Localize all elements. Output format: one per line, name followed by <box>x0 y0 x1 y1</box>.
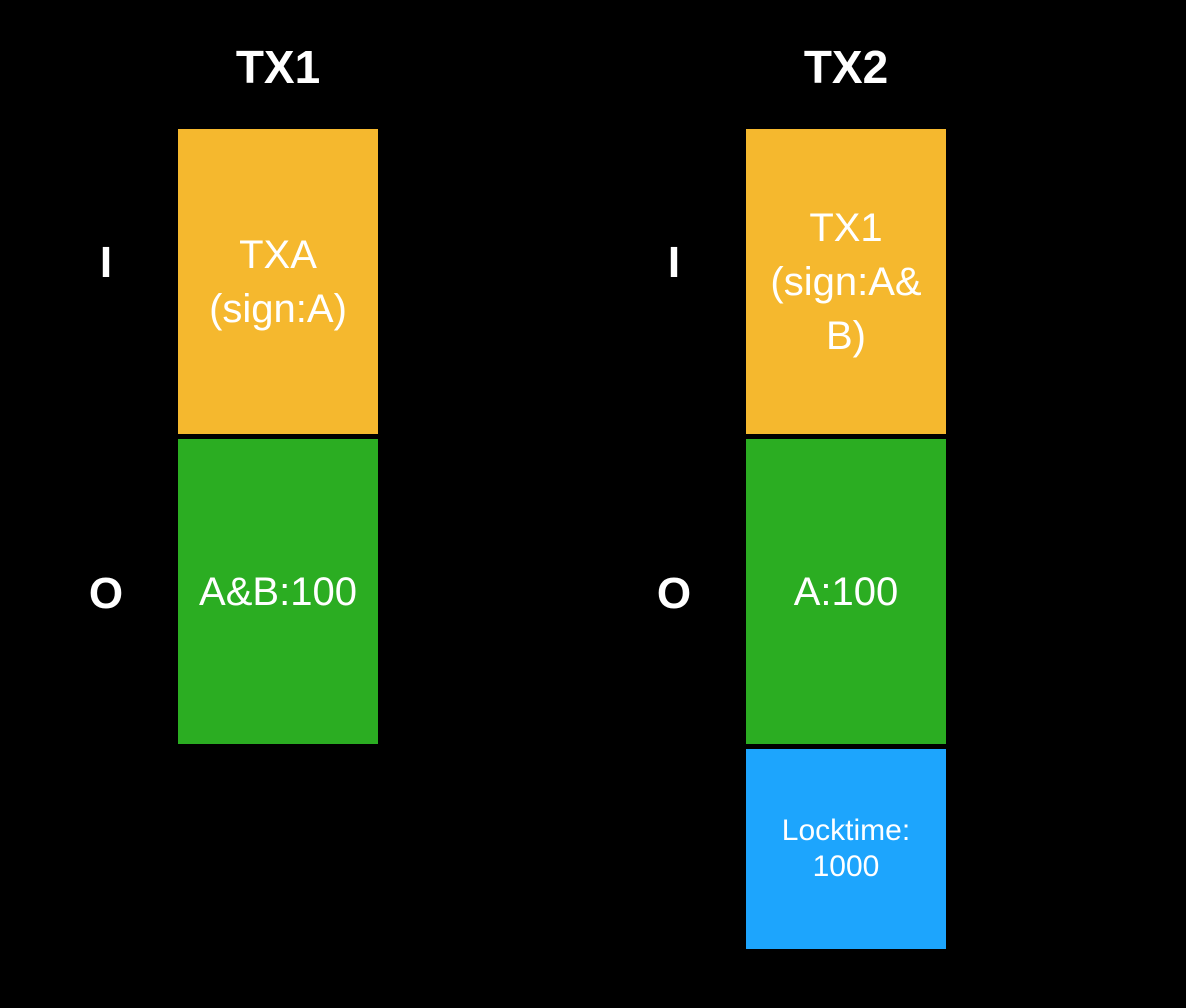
tx2-input-row-label: I <box>667 238 681 287</box>
tx2-input-box: TX1 (sign:A& B) <box>746 129 946 434</box>
tx1-title: TX1 <box>235 41 321 93</box>
tx1-input-row-label: I <box>99 238 113 287</box>
tx2-locktime-box: Locktime: 1000 <box>746 749 946 949</box>
tx2-output-row-label: O <box>656 569 692 618</box>
tx2-output-text: A:100 <box>793 569 899 614</box>
tx1-output-row-label: O <box>88 569 124 618</box>
tx2-locktime-text: Locktime: 1000 <box>781 814 911 883</box>
tx1-output-box: A&B:100 <box>178 439 378 744</box>
tx2-title: TX2 <box>803 41 889 93</box>
tx1-input-text: TXA (sign:A) <box>209 232 347 331</box>
tx2-input-text: TX1 (sign:A& B) <box>770 205 922 358</box>
tx2-output-box: A:100 <box>746 439 946 744</box>
tx1-input-box: TXA (sign:A) <box>178 129 378 434</box>
tx1-output-text: A&B:100 <box>199 569 357 614</box>
